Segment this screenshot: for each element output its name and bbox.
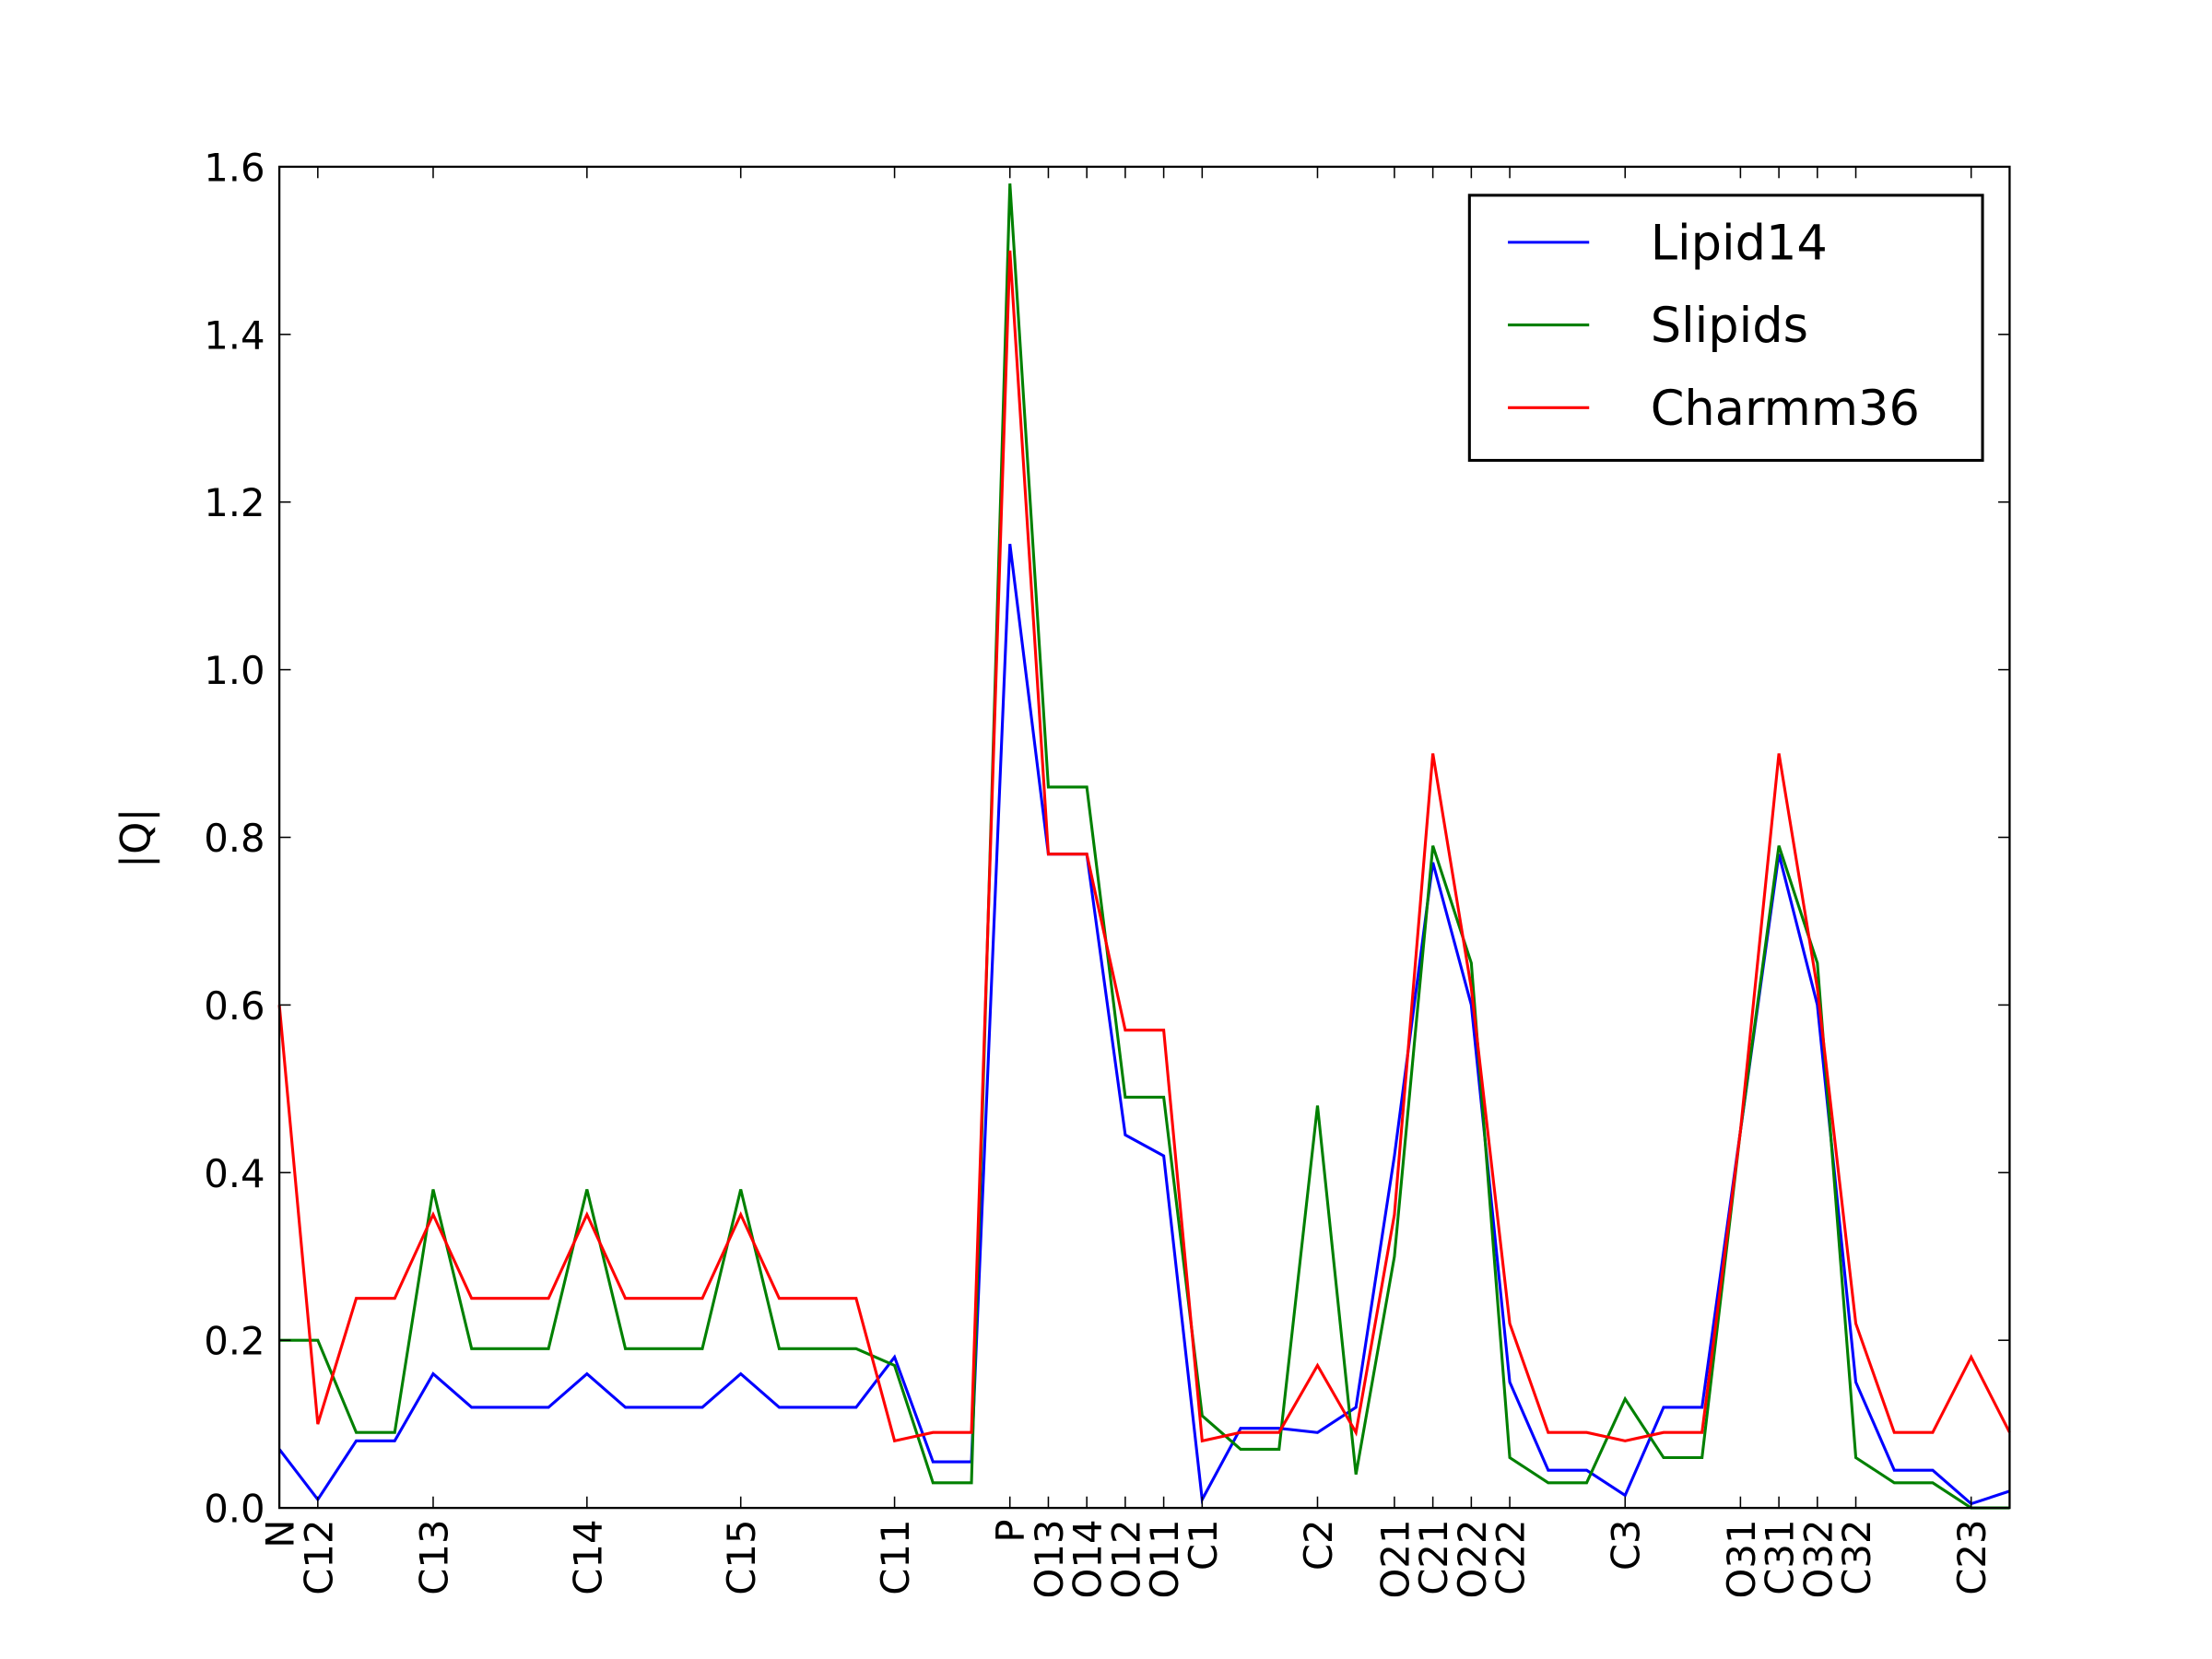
y-tick-label: 0.8 bbox=[204, 816, 265, 861]
x-tick-label: C12 bbox=[296, 1519, 341, 1594]
y-tick-label: 0.0 bbox=[204, 1487, 265, 1532]
y-tick-label: 1.0 bbox=[204, 648, 265, 693]
x-tick-label: O14 bbox=[1065, 1519, 1111, 1598]
x-tick-label: C31 bbox=[1758, 1519, 1803, 1594]
x-tick-label: O21 bbox=[1372, 1519, 1418, 1598]
x-tick-label: C13 bbox=[411, 1519, 456, 1594]
x-tick-label: C3 bbox=[1604, 1519, 1649, 1571]
legend-label: Charmm36 bbox=[1651, 381, 1920, 437]
x-tick-label: C11 bbox=[873, 1519, 918, 1594]
legend-box bbox=[1467, 194, 1984, 463]
x-tick-label: O22 bbox=[1450, 1519, 1495, 1598]
legend-label: Slipids bbox=[1651, 298, 1808, 354]
legend-label: Lipid14 bbox=[1651, 215, 1828, 271]
x-tick-label: O12 bbox=[1103, 1519, 1148, 1598]
y-tick-label: 0.6 bbox=[204, 983, 265, 1029]
x-tick-label: O13 bbox=[1027, 1519, 1072, 1598]
x-tick-label: C15 bbox=[719, 1519, 764, 1594]
y-tick-label: 1.4 bbox=[204, 312, 265, 358]
y-tick-label: 1.6 bbox=[204, 145, 265, 190]
series-line bbox=[279, 183, 2010, 1510]
series-line bbox=[277, 250, 2011, 1443]
x-tick-label: N bbox=[258, 1519, 303, 1547]
series-line bbox=[277, 544, 2010, 1506]
legend: Lipid14 Slipids Charmm36 bbox=[1467, 194, 1984, 463]
x-tick-label: C2 bbox=[1296, 1519, 1341, 1571]
x-tick-label: C22 bbox=[1488, 1519, 1534, 1594]
x-tick-label: O31 bbox=[1719, 1519, 1764, 1598]
x-tick-label: O32 bbox=[1795, 1519, 1841, 1598]
x-tick-label: C1 bbox=[1181, 1519, 1226, 1571]
y-tick-label: 0.4 bbox=[204, 1151, 265, 1196]
y-tick-label: 0.2 bbox=[204, 1319, 265, 1364]
x-tick-label: C21 bbox=[1411, 1519, 1456, 1594]
x-tick-label: P bbox=[988, 1519, 1033, 1542]
x-tick-label: C32 bbox=[1834, 1519, 1879, 1594]
x-tick-label: O11 bbox=[1142, 1519, 1187, 1598]
y-tick-label: 1.2 bbox=[204, 480, 265, 525]
x-tick-label: C23 bbox=[1949, 1519, 1994, 1594]
y-axis-label: |Q| bbox=[111, 808, 159, 869]
x-tick-label: C14 bbox=[565, 1519, 610, 1594]
